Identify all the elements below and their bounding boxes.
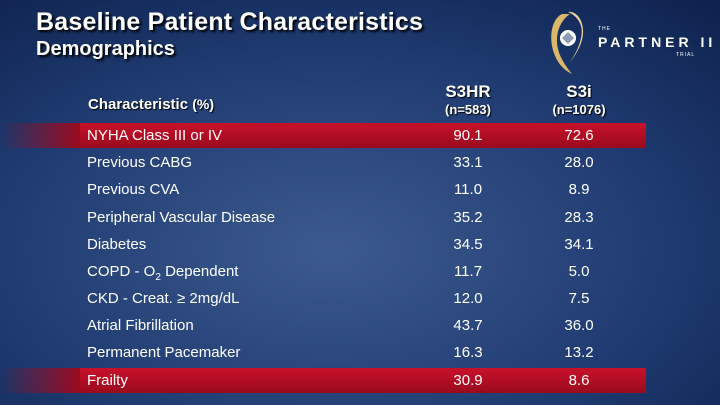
slide-title: Baseline Patient Characteristics: [36, 8, 424, 36]
row-label: Peripheral Vascular Disease: [87, 209, 276, 226]
row-value-s3hr: 90.1: [453, 127, 483, 144]
row-label: Frailty: [87, 372, 128, 389]
table-row: Peripheral Vascular Disease 35.2 28.3: [80, 205, 646, 230]
partner-ii-logo: THE PARTNER II TRIAL: [548, 6, 718, 80]
table-row: NYHA Class III or IV 90.1 72.6: [0, 123, 646, 148]
row-label: Atrial Fibrillation: [87, 317, 194, 334]
row-value-s3hr: 12.0: [453, 290, 483, 307]
row-value-s3hr: 43.7: [453, 317, 483, 334]
heart-valve-icon: [551, 11, 584, 74]
row-value-s3i: 13.2: [564, 344, 594, 361]
row-value-s3hr: 34.5: [453, 236, 483, 253]
row-value-s3hr: 11.0: [453, 181, 483, 198]
row-value-s3i: 34.1: [564, 236, 594, 253]
table-row: COPD - O2 Dependent 11.7 5.0: [80, 259, 646, 284]
row-value-s3i: 8.9: [568, 181, 590, 198]
table-row: Atrial Fibrillation 43.7 36.0: [80, 313, 646, 338]
table-row: CKD - Creat. ≥ 2mg/dL 12.0 7.5: [80, 286, 646, 311]
table-row: Frailty 30.9 8.6: [0, 368, 646, 393]
table-row: Permanent Pacemaker 16.3 13.2: [80, 340, 646, 365]
row-value-s3i: 8.6: [568, 372, 590, 389]
row-value-s3i: 5.0: [568, 263, 590, 280]
row-value-s3i: 28.0: [564, 154, 594, 171]
row-value-s3i: 7.5: [568, 290, 590, 307]
row-value-s3hr: 16.3: [453, 344, 483, 361]
characteristic-label: Characteristic: [88, 96, 189, 113]
row-value-s3i: 72.6: [564, 127, 594, 144]
row-label: Permanent Pacemaker: [87, 344, 241, 361]
column-n-s3hr: (n=583): [445, 102, 491, 117]
column-header-s3hr: S3HR: [445, 82, 491, 101]
characteristic-unit: (%): [192, 96, 215, 112]
table-row: Previous CVA 11.0 8.9: [80, 177, 646, 202]
row-value-s3hr: 30.9: [453, 372, 483, 389]
row-value-s3hr: 11.7: [453, 263, 483, 280]
table-row: Previous CABG 33.1 28.0: [80, 150, 646, 175]
row-value-s3hr: 35.2: [453, 209, 483, 226]
slide-subtitle: Demographics: [36, 38, 175, 60]
logo-trial: TRIAL: [676, 52, 696, 58]
row-label: NYHA Class III or IV: [87, 127, 223, 144]
table-row: Diabetes 34.5 34.1: [80, 232, 646, 257]
logo-the: THE: [598, 26, 611, 32]
row-label: Diabetes: [87, 236, 147, 253]
logo-name: PARTNER II: [598, 34, 717, 50]
row-label: CKD - Creat. ≥ 2mg/dL: [87, 290, 240, 307]
row-label: Previous CABG: [87, 154, 193, 171]
row-value-s3hr: 33.1: [453, 154, 483, 171]
column-header-s3i: S3i: [566, 82, 592, 101]
column-header-characteristic: Characteristic (%): [88, 96, 214, 113]
row-label: COPD - O2 Dependent: [87, 263, 239, 283]
row-value-s3i: 36.0: [564, 317, 594, 334]
row-value-s3i: 28.3: [564, 209, 594, 226]
row-label: Previous CVA: [87, 181, 180, 198]
column-n-s3i: (n=1076): [552, 102, 606, 117]
